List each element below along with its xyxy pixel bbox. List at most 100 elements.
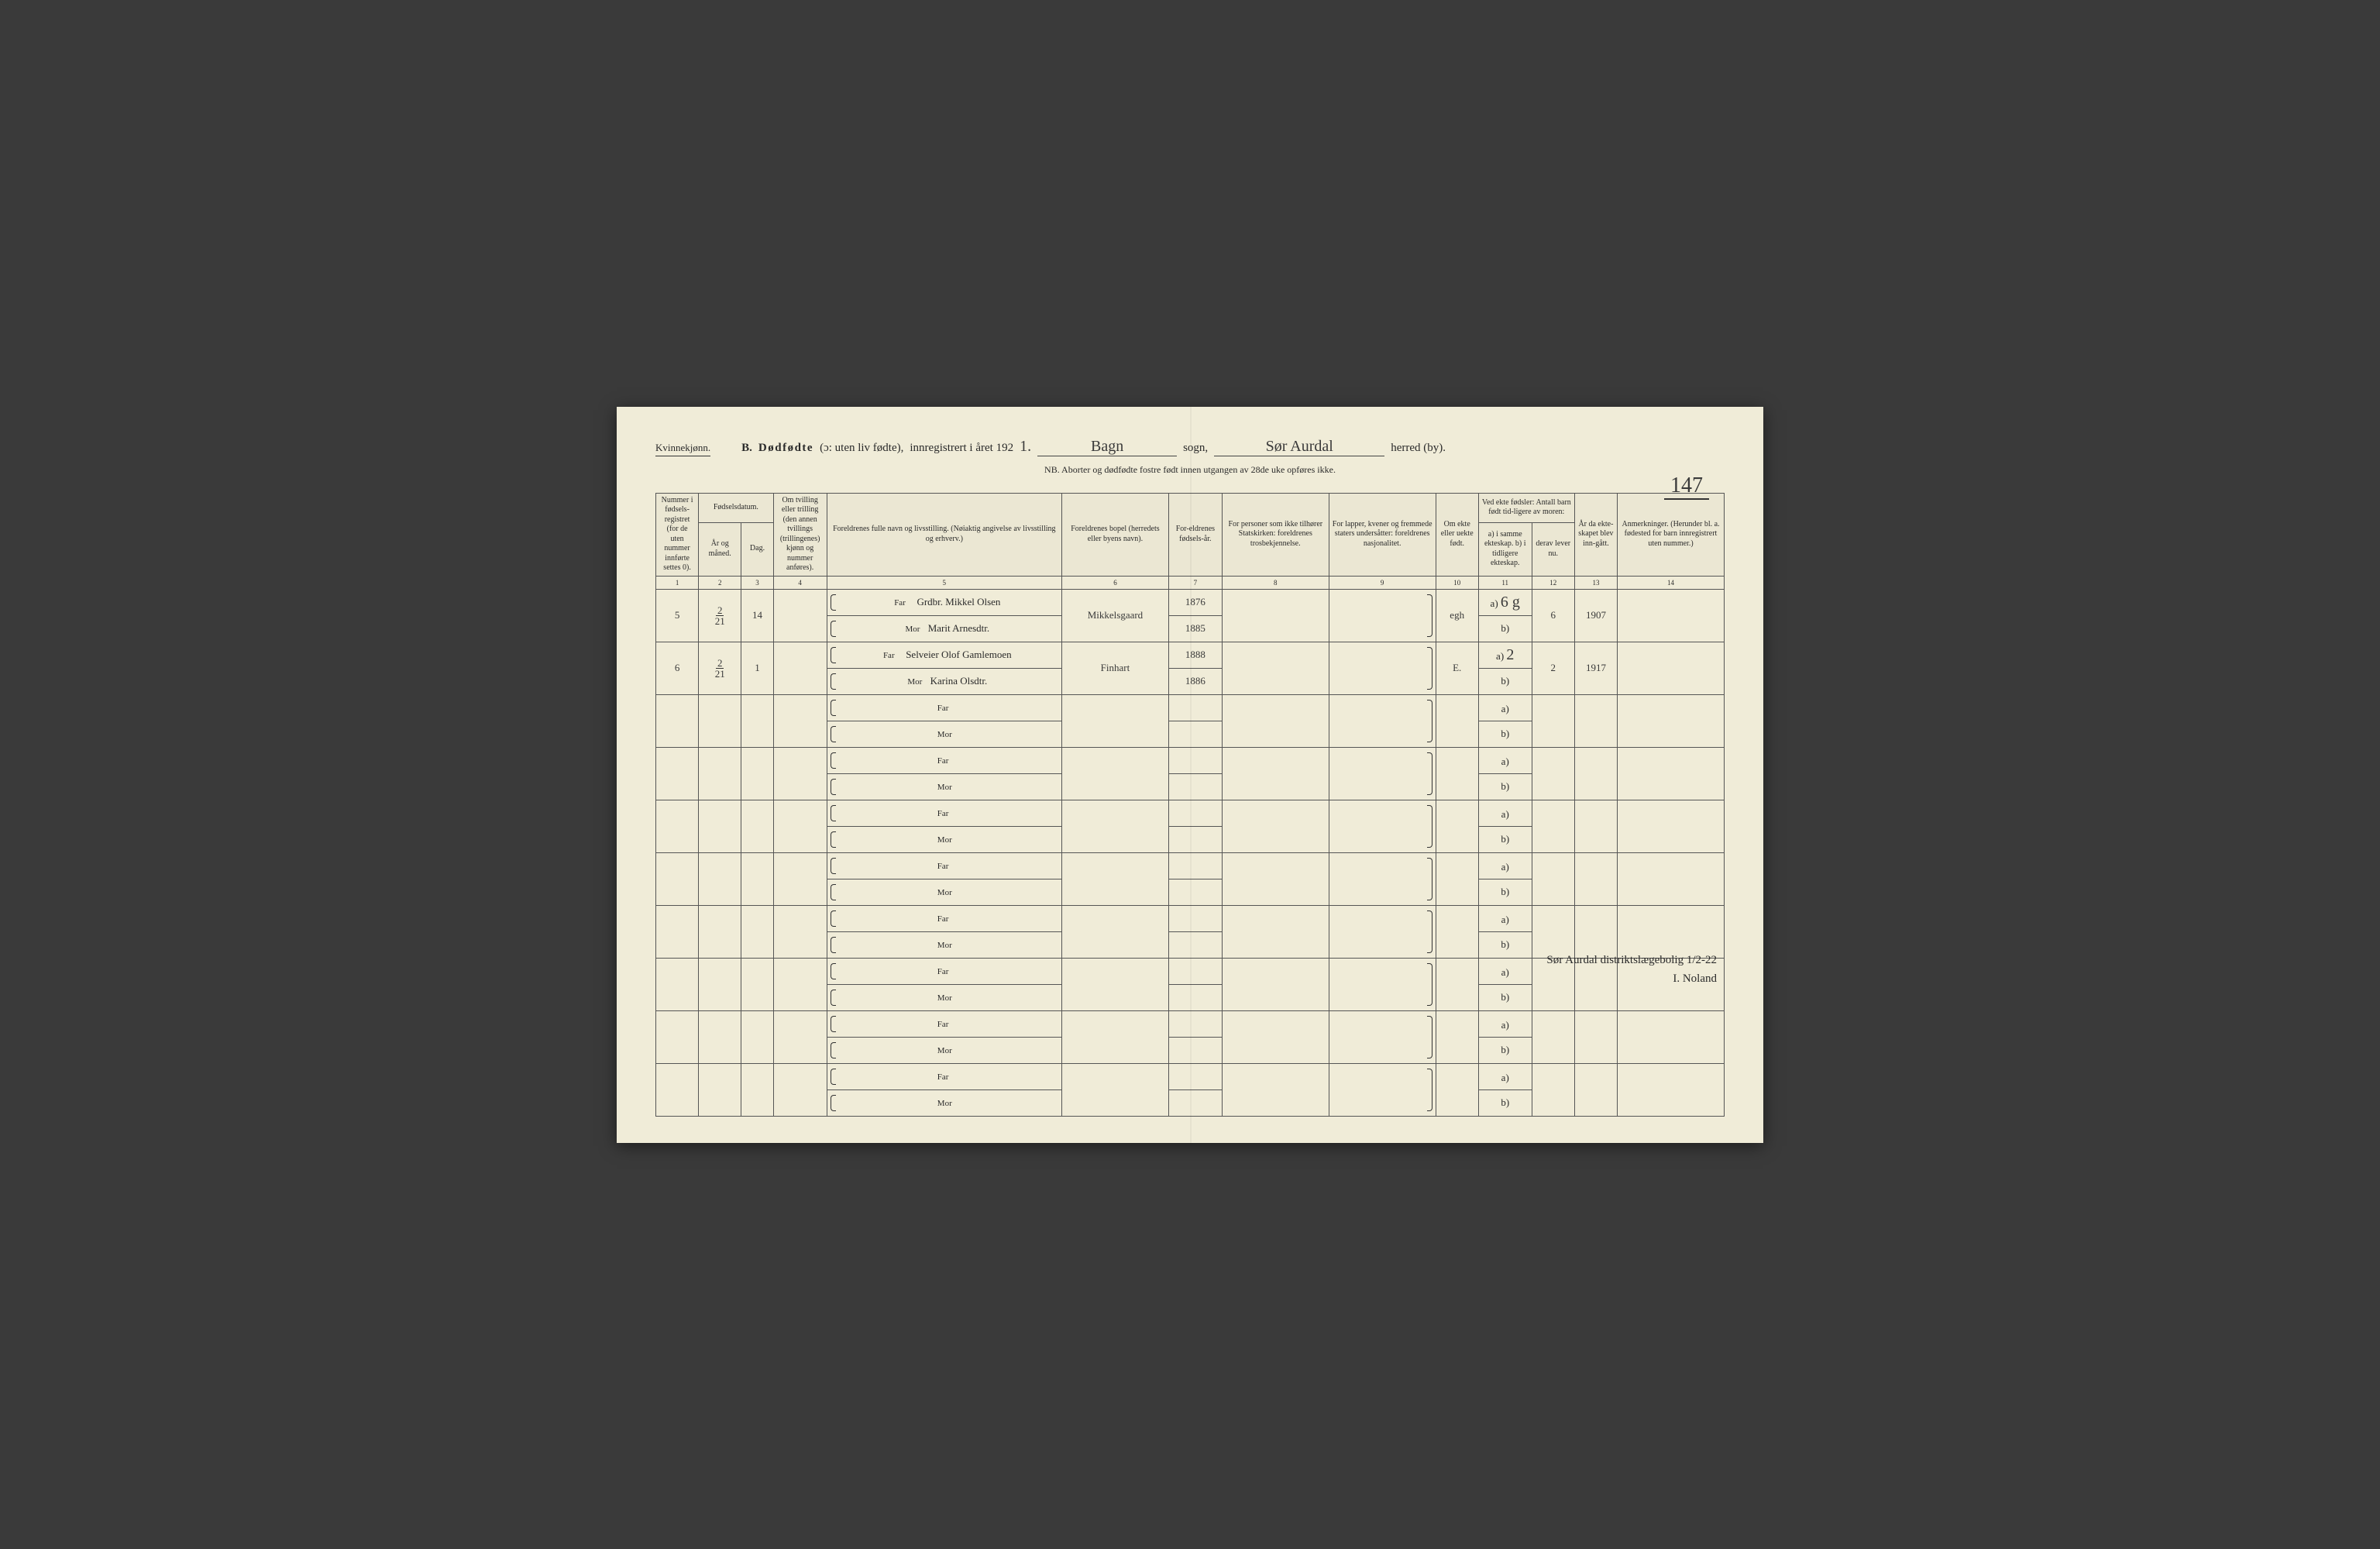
residence: Finhart — [1062, 642, 1169, 694]
marriage-year: 1917 — [1574, 642, 1617, 694]
legitimate — [1436, 958, 1478, 1010]
father-birth-year — [1168, 747, 1222, 773]
living-now — [1532, 1010, 1574, 1063]
signature-block: Sør Aurdal distriktslægebolig 1/2-22 I. … — [1546, 951, 1717, 988]
signature-line-2: I. Noland — [1546, 969, 1717, 988]
entry-number — [656, 1010, 699, 1063]
living-now — [1532, 747, 1574, 800]
col-2-3-group: Fødselsdatum. — [699, 493, 774, 522]
col-8-header: For personer som ikke tilhører Statskirk… — [1222, 493, 1329, 576]
nationality — [1329, 852, 1436, 905]
father-birth-year — [1168, 905, 1222, 931]
col-11-12-group: Ved ekte fødsler: Antall barn født tid-l… — [1478, 493, 1574, 522]
father-birth-year: 1888 — [1168, 642, 1222, 668]
entry-day — [741, 1010, 773, 1063]
religion — [1222, 1063, 1329, 1116]
religion — [1222, 905, 1329, 958]
colnum: 7 — [1168, 576, 1222, 589]
colnum: 3 — [741, 576, 773, 589]
residence — [1062, 958, 1169, 1010]
father-birth-year — [1168, 1010, 1222, 1037]
legitimate: E. — [1436, 642, 1478, 694]
living-now — [1532, 1063, 1574, 1116]
entry-number — [656, 852, 699, 905]
prior-children-a: a) — [1478, 1063, 1532, 1089]
entry-number: 5 — [656, 589, 699, 642]
marriage-year — [1574, 694, 1617, 747]
residence — [1062, 747, 1169, 800]
entry-twin — [773, 958, 827, 1010]
residence — [1062, 800, 1169, 852]
mother-birth-year — [1168, 931, 1222, 958]
prior-children-b: b) — [1478, 879, 1532, 905]
nationality — [1329, 694, 1436, 747]
prior-children-a: a) — [1478, 958, 1532, 984]
father-name-cell: Far — [827, 1010, 1061, 1037]
remarks — [1618, 800, 1725, 852]
prior-children-a: a) — [1478, 800, 1532, 826]
gender-label: Kvinnekjønn. — [655, 442, 710, 456]
sogn-label: sogn, — [1183, 442, 1208, 455]
entry-twin — [773, 1010, 827, 1063]
prior-children-b: b) — [1478, 931, 1532, 958]
remarks — [1618, 747, 1725, 800]
mother-name-cell: Mor Karina Olsdtr. — [827, 668, 1061, 694]
residence — [1062, 1010, 1169, 1063]
col-12-header: derav lever nu. — [1532, 522, 1574, 576]
entry-day — [741, 852, 773, 905]
page-fold — [1190, 407, 1192, 1143]
residence: Mikkelsgaard — [1062, 589, 1169, 642]
page-number: 147 — [1664, 473, 1709, 500]
col-4-header: Om tvilling eller trilling (den annen tv… — [773, 493, 827, 576]
father-name-cell: Far — [827, 905, 1061, 931]
colnum: 6 — [1062, 576, 1169, 589]
mother-birth-year — [1168, 984, 1222, 1010]
prior-children-b: b) — [1478, 984, 1532, 1010]
entry-number: 6 — [656, 642, 699, 694]
residence — [1062, 694, 1169, 747]
col-6-header: Foreldrenes bopel (herredets eller byens… — [1062, 493, 1169, 576]
legitimate — [1436, 1063, 1478, 1116]
living-now — [1532, 694, 1574, 747]
nationality — [1329, 642, 1436, 694]
marriage-year — [1574, 747, 1617, 800]
father-name-cell: Far — [827, 852, 1061, 879]
religion — [1222, 642, 1329, 694]
col-7-header: For-eldrenes fødsels-år. — [1168, 493, 1222, 576]
religion — [1222, 694, 1329, 747]
prior-children-b: b) — [1478, 826, 1532, 852]
prior-children-a: a) — [1478, 852, 1532, 879]
father-name-cell: Far — [827, 747, 1061, 773]
mother-name-cell: Mor — [827, 826, 1061, 852]
entry-day — [741, 747, 773, 800]
mother-birth-year — [1168, 826, 1222, 852]
register-page: Kvinnekjønn. B. Dødfødte (ɔ: uten liv fø… — [617, 407, 1763, 1143]
mother-birth-year — [1168, 721, 1222, 747]
mother-birth-year — [1168, 879, 1222, 905]
prior-children-a: a) — [1478, 694, 1532, 721]
father-birth-year: 1876 — [1168, 589, 1222, 615]
entry-month-year — [699, 958, 741, 1010]
legitimate — [1436, 747, 1478, 800]
residence — [1062, 1063, 1169, 1116]
entry-day: 14 — [741, 589, 773, 642]
living-now: 2 — [1532, 642, 1574, 694]
prior-children-b: b) — [1478, 615, 1532, 642]
religion — [1222, 852, 1329, 905]
entry-month-year — [699, 852, 741, 905]
entry-number — [656, 800, 699, 852]
legitimate — [1436, 1010, 1478, 1063]
legitimate: egh — [1436, 589, 1478, 642]
residence — [1062, 905, 1169, 958]
living-now — [1532, 800, 1574, 852]
prior-children-b: b) — [1478, 1089, 1532, 1116]
entry-day — [741, 958, 773, 1010]
section-title: Dødfødte — [758, 442, 813, 455]
father-birth-year — [1168, 852, 1222, 879]
marriage-year: 1907 — [1574, 589, 1617, 642]
legitimate — [1436, 852, 1478, 905]
entry-number — [656, 905, 699, 958]
entry-month-year — [699, 1063, 741, 1116]
nationality — [1329, 589, 1436, 642]
entry-day — [741, 800, 773, 852]
